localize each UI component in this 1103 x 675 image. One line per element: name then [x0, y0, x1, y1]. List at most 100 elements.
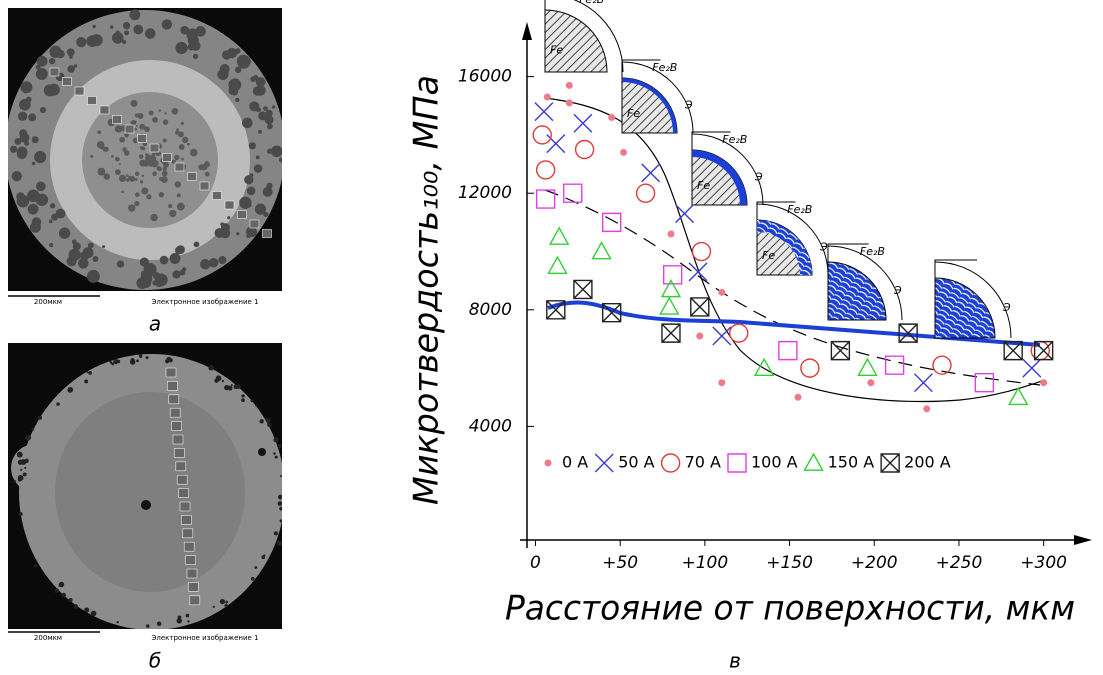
texture: [97, 141, 104, 148]
texture: [35, 195, 40, 200]
texture: [204, 161, 210, 167]
texture: [179, 44, 183, 48]
texture: [273, 437, 278, 442]
texture: [205, 172, 210, 177]
texture: [263, 187, 273, 197]
x-tick-label: +50: [602, 553, 638, 573]
x-tick-label: +150: [766, 553, 813, 573]
texture: [124, 30, 129, 35]
texture: [20, 81, 32, 93]
inset-label: Э: [893, 284, 902, 297]
texture: [178, 131, 184, 137]
data-point: [713, 327, 731, 345]
texture: [149, 110, 154, 115]
texture: [280, 519, 283, 522]
data-point: [548, 257, 566, 273]
texture: [136, 277, 148, 289]
texture: [218, 256, 226, 264]
x-tick-label: +300: [1020, 553, 1067, 573]
texture: [84, 380, 88, 384]
texture: [250, 399, 253, 402]
y-tick-label: 8000: [469, 300, 512, 320]
texture: [152, 171, 157, 176]
data-point: [801, 359, 819, 377]
texture: [162, 19, 172, 29]
data-point: [637, 184, 655, 202]
texture: [86, 35, 98, 47]
x-tick-label: +250: [936, 553, 983, 573]
data-point: [676, 205, 694, 223]
texture: [92, 25, 95, 28]
texture: [254, 164, 262, 172]
x-tick-label: +200: [851, 553, 898, 573]
texture: [123, 22, 130, 29]
data-point: [642, 164, 660, 182]
texture: [177, 203, 185, 211]
indent-box: [113, 116, 122, 124]
legend-marker: [805, 454, 823, 470]
data-point: [537, 161, 555, 179]
image-caption: Электронное изображение 1: [152, 298, 259, 306]
texture: [193, 54, 198, 59]
data-point: [535, 103, 553, 121]
texture: [117, 260, 124, 267]
texture: [169, 210, 176, 217]
texture: [283, 478, 288, 483]
texture: [24, 467, 26, 469]
texture: [249, 142, 256, 149]
scale-label: 200мкм: [34, 298, 62, 306]
texture: [145, 356, 148, 359]
texture: [255, 404, 257, 406]
texture: [209, 258, 219, 268]
texture: [152, 160, 158, 166]
texture: [176, 245, 185, 254]
texture: [282, 525, 286, 529]
texture: [266, 418, 271, 423]
texture: [117, 621, 119, 623]
texture: [49, 243, 53, 247]
indent-box: [172, 422, 182, 431]
x-tick-label: +100: [682, 553, 729, 573]
indent-box: [75, 87, 84, 95]
texture: [284, 519, 288, 523]
texture: [247, 187, 256, 196]
indent-box: [125, 125, 134, 133]
texture: [187, 28, 199, 40]
legend-label: 200 A: [904, 453, 951, 472]
texture: [131, 120, 136, 125]
texture: [16, 192, 25, 201]
texture: [117, 129, 120, 132]
texture: [119, 175, 126, 182]
inset-label: Fe₂B: [722, 133, 747, 146]
texture: [38, 416, 42, 420]
data-point: [779, 342, 797, 360]
texture: [121, 191, 124, 194]
texture: [19, 129, 27, 137]
y-tick-label: 4000: [469, 416, 512, 436]
inset-label: Fe: [550, 43, 563, 56]
texture: [84, 607, 89, 612]
data-point: [692, 243, 710, 261]
texture: [220, 71, 226, 77]
texture: [124, 150, 130, 156]
indent-box: [180, 502, 190, 511]
texture: [149, 160, 152, 163]
indent-box: [174, 448, 184, 457]
data-point: [914, 374, 932, 392]
texture: [97, 168, 105, 176]
micrograph: [8, 343, 292, 630]
inset-label: Fe₂B: [860, 245, 885, 258]
texture: [17, 452, 23, 458]
texture: [275, 456, 278, 459]
texture: [14, 138, 21, 145]
texture: [50, 203, 55, 208]
texture: [12, 171, 22, 181]
texture: [283, 462, 288, 467]
y-tick-label: 12000: [458, 183, 512, 203]
data-point: [576, 141, 594, 159]
data-point: [603, 213, 621, 231]
texture: [139, 124, 145, 130]
texture: [49, 220, 53, 224]
texture: [90, 155, 93, 158]
texture: [163, 138, 167, 142]
